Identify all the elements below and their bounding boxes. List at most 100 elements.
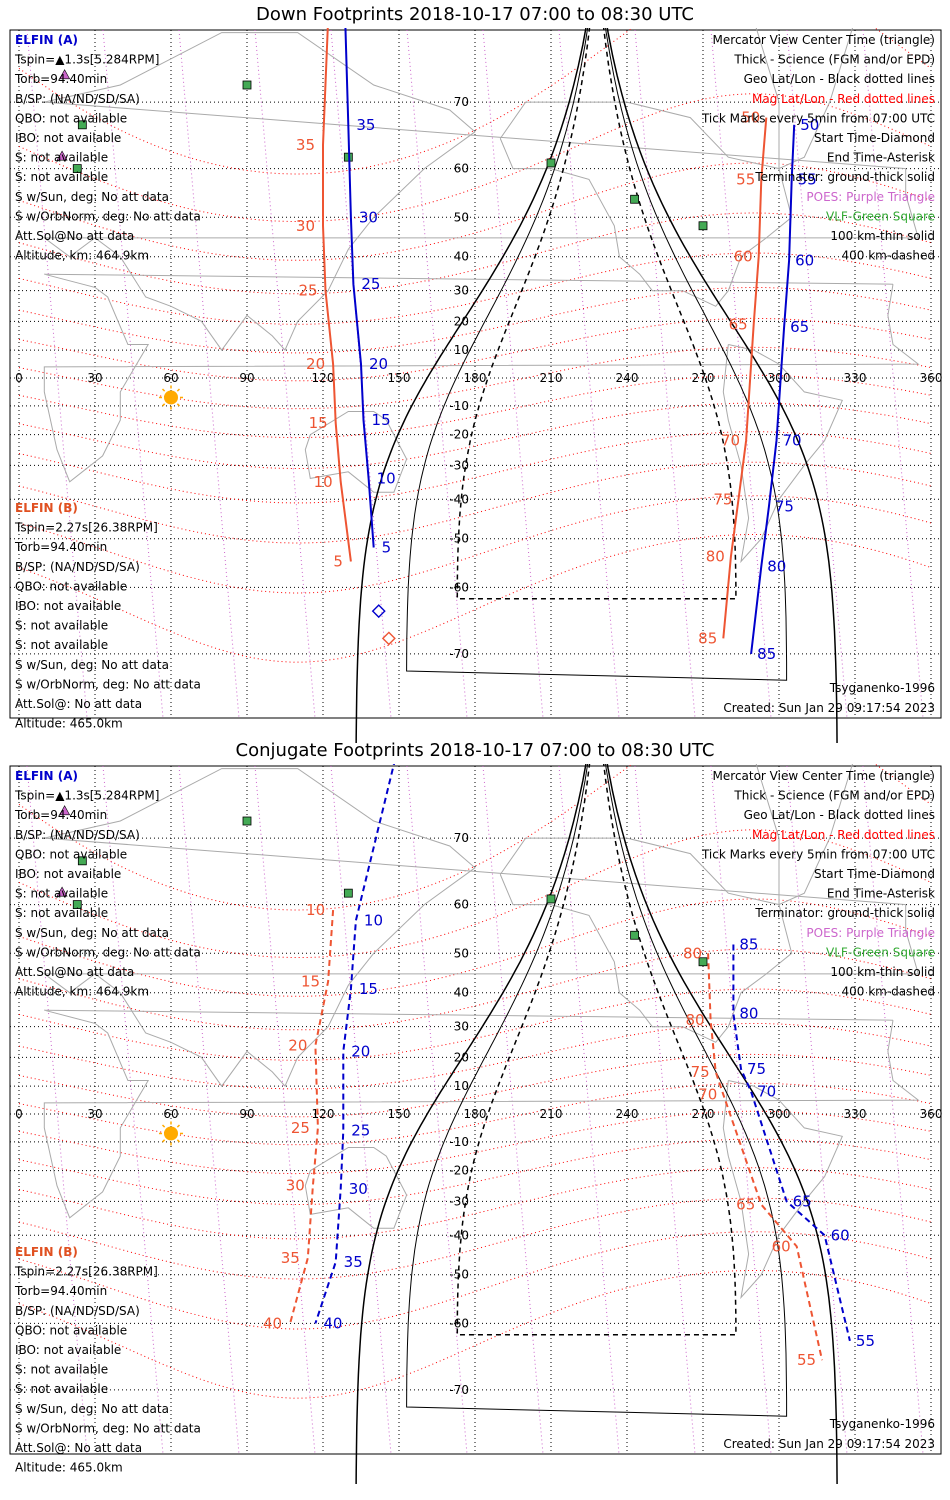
elfin-b-tick-label: 55 [797, 1351, 816, 1369]
poes-markers [56, 805, 71, 897]
info-line: S: not available [15, 638, 108, 652]
info-line: Altitude: 465.0km [15, 1461, 123, 1475]
info-line: S w/Sun, deg: No att data [15, 658, 169, 672]
elfin-a-tick-label: 85 [739, 935, 758, 953]
lat-tick-label: -20 [449, 1164, 469, 1178]
info-left-b: ELFIN (B) Tspin=2.27s[26.38RPM] Torb=94.40… [14, 1245, 201, 1475]
elfin-b-tick-label: 70 [721, 432, 740, 450]
info-line: S w/Sun, deg: No att data [15, 926, 169, 940]
info-line: ELFIN (A) [15, 769, 78, 783]
info-line: QBO: not available [15, 111, 127, 125]
lon-tick-label: 300 [768, 1107, 791, 1121]
lon-tick-label: 0 [15, 1107, 23, 1121]
vlf-green-square [546, 894, 556, 904]
info-line: Altitude: 465.0km [15, 717, 123, 731]
lat-tick-label: -60 [449, 580, 469, 594]
lat-tick-label: 20 [454, 1050, 469, 1064]
elfin-a-tick-label: 75 [747, 1060, 766, 1078]
poes-purple-triangle [59, 69, 71, 80]
lon-tick-label: 330 [844, 371, 867, 385]
terminator-100km [406, 28, 788, 681]
legend-right: Mercator View Center Time (triangle) Thic… [701, 33, 935, 263]
down-footprints-map[interactable]: 0 30 60 90 120 150 180 210 240 270 300 330 360 70 60 50… [0, 28, 950, 743]
info-line: B/SP: (NA/ND/SD/SA) [15, 92, 140, 106]
terminator-curves [355, 28, 838, 743]
lat-tick-label: 20 [454, 314, 469, 328]
elfin-a-tick-label: 40 [323, 1314, 342, 1332]
elfin-a-tick-label: 30 [349, 1180, 368, 1198]
vlf-green-square [77, 856, 87, 866]
elfin-a-tick-label: 25 [351, 1122, 370, 1140]
vlf-green-square [72, 900, 82, 910]
info-line: QBO: not available [15, 579, 127, 593]
coastline [722, 344, 844, 564]
info-line: B/SP: (NA/ND/SD/SA) [15, 1304, 140, 1318]
sun-rays [159, 1121, 183, 1146]
lat-tick-label: -10 [449, 399, 469, 413]
lon-tick-label: 210 [540, 1107, 563, 1121]
info-line: Tspin=2.27s[26.38RPM] [14, 521, 158, 535]
elfin-b-tick-label: 20 [288, 1036, 307, 1054]
elfin-a-tick-label: 80 [767, 557, 786, 575]
elfin-b-tick-label: 25 [298, 282, 317, 300]
sun-ray [161, 1124, 166, 1128]
poes-purple-triangle [59, 805, 71, 816]
coastline [42, 768, 919, 1088]
sun-rays [159, 385, 183, 410]
legend-line: Terminator: ground-thick solid [754, 170, 935, 184]
elfin-b-tick-label: 60 [772, 1237, 791, 1255]
model-label: Tsyganenko-1996 [829, 1417, 935, 1431]
elfin-a-tick-label: 25 [361, 275, 380, 293]
elfin-b-tick-label: 35 [296, 136, 315, 154]
lon-tick-label: 270 [692, 371, 715, 385]
lon-tick-label: 360 [920, 371, 943, 385]
lat-tick-label: 60 [454, 898, 469, 912]
terminator-400km [456, 28, 737, 600]
lat-tick-label: -20 [449, 428, 469, 442]
mag-lat-line [18, 317, 932, 382]
lon-tick-label: 240 [616, 1107, 639, 1121]
elfin-b-tick-label: 35 [281, 1249, 300, 1267]
legend-line: Mercator View Center Time (triangle) [713, 33, 935, 47]
elfin-b-tick-label: 60 [734, 248, 753, 266]
lat-tick-label: -10 [449, 1135, 469, 1149]
model-label: Tsyganenko-1996 [829, 681, 935, 695]
info-line: B/SP: (NA/ND/SD/SA) [15, 560, 140, 574]
lat-tick-label: 30 [454, 1020, 469, 1034]
vlf-green-square [242, 80, 252, 90]
mag-lat-line [18, 1167, 932, 1240]
elfin-b-tick-label: 25 [291, 1119, 310, 1137]
coastline [722, 1080, 844, 1300]
elfin-b-tick-label: 5 [333, 553, 343, 571]
elfin-a-tick-label: 55 [856, 1332, 875, 1350]
elfin-b-tick-label: 65 [729, 315, 748, 333]
info-line: ELFIN (B) [15, 501, 78, 515]
mag-lat-line [18, 212, 932, 295]
elfin-b-tick-label: 40 [263, 1314, 282, 1332]
sun-ray [176, 1124, 181, 1128]
axis-labels: 0 30 60 90 120 150 180 210 240 270 300 330 360 70 60 50… [15, 95, 942, 661]
lat-tick-label: 70 [454, 95, 469, 109]
legend-line: 400 km-dashed [841, 249, 935, 263]
info-line: Torb=94.40min [14, 808, 107, 822]
coastline [755, 764, 854, 906]
info-left-a: ELFIN (A) Tspin=▲1.3s[5.284RPM] Torb=94.40… [14, 769, 201, 999]
mag-lat-line [18, 948, 932, 1031]
legend-line: 400 km-dashed [841, 985, 935, 999]
lon-tick-label: 0 [15, 371, 23, 385]
coastline [304, 411, 408, 493]
legend-right: Mercator View Center Time (triangle) Thic… [701, 769, 935, 999]
elfin-a-tick-label: 20 [369, 355, 388, 373]
lon-tick-label: 300 [768, 371, 791, 385]
vlf-green-square [630, 194, 639, 204]
lon-tick-label: 240 [616, 371, 639, 385]
legend-line: Mercator View Center Time (triangle) [713, 769, 935, 783]
lon-tick-label: 360 [920, 1107, 943, 1121]
conjugate-footprints-map[interactable]: 0 30 60 90 120 150 180 210 240 270 300 330 360 70 60 50… [0, 764, 950, 1484]
lat-tick-label: 10 [454, 343, 469, 357]
elfin-a-tick-label: 70 [782, 432, 801, 450]
elfin-a-tick-label: 60 [795, 251, 814, 269]
info-line: IBO: not available [15, 599, 121, 613]
lon-tick-label: 270 [692, 1107, 715, 1121]
lat-tick-label: -40 [449, 492, 469, 506]
